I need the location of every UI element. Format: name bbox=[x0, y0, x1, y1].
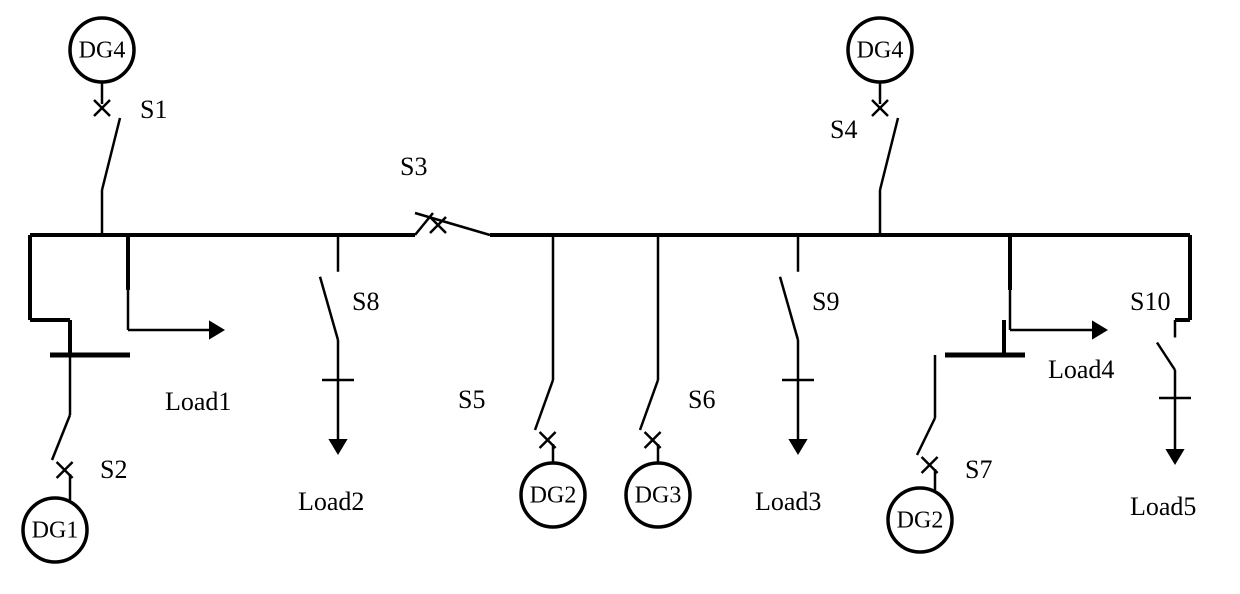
switch-label-S4: S4 bbox=[830, 115, 857, 144]
load-label-Load2: Load2 bbox=[298, 487, 364, 516]
switch-S5 bbox=[535, 235, 553, 463]
switch-label-S1: S1 bbox=[140, 95, 167, 124]
generator-DG3: DG3 bbox=[626, 463, 690, 527]
switch-label-S6: S6 bbox=[688, 385, 715, 414]
load-label-Load4: Load4 bbox=[1048, 355, 1114, 384]
load-Load2 bbox=[322, 380, 354, 445]
generator-DG2b: DG2 bbox=[888, 488, 952, 552]
generator-DG4a: DG4 bbox=[70, 18, 134, 82]
generator-DG1: DG1 bbox=[23, 498, 87, 562]
microgrid-single-line-diagram: DG4 DG4 DG1 DG2 DG3 DG2 S1 S4 S3 S2 S5 S6 S7 S8 S9 S10 L… bbox=[0, 0, 1240, 594]
switch-S8 bbox=[320, 235, 338, 380]
switch-label-S2: S2 bbox=[100, 455, 127, 484]
switch-label-S9: S9 bbox=[812, 287, 839, 316]
generator-label-DG4b: DG4 bbox=[857, 38, 904, 64]
generator-label-DG1: DG1 bbox=[32, 518, 79, 544]
switch-S2 bbox=[52, 355, 70, 500]
switch-label-S10: S10 bbox=[1130, 287, 1170, 316]
switch-S9 bbox=[780, 235, 798, 380]
generator-DG4b: DG4 bbox=[848, 18, 912, 82]
generator-label-DG2a: DG2 bbox=[530, 483, 577, 509]
generator-label-DG2b: DG2 bbox=[897, 508, 944, 534]
generator-label-DG4a: DG4 bbox=[79, 38, 126, 64]
load-Load3 bbox=[782, 380, 814, 445]
switch-label-S7: S7 bbox=[965, 455, 992, 484]
switch-S10 bbox=[1157, 320, 1175, 398]
load-label-Load5: Load5 bbox=[1130, 492, 1196, 521]
generator-label-DG3: DG3 bbox=[635, 483, 682, 509]
load-Load1 bbox=[128, 290, 215, 330]
generator-DG2a: DG2 bbox=[521, 463, 585, 527]
load-Load5 bbox=[1159, 398, 1191, 455]
switch-S3 bbox=[415, 213, 490, 235]
switch-S6 bbox=[640, 235, 658, 463]
load-label-Load1: Load1 bbox=[165, 387, 231, 416]
switch-label-S3: S3 bbox=[400, 152, 427, 181]
switch-label-S8: S8 bbox=[352, 287, 379, 316]
load-label-Load3: Load3 bbox=[755, 487, 821, 516]
switch-label-S5: S5 bbox=[458, 385, 485, 414]
load-Load4 bbox=[1010, 290, 1098, 330]
